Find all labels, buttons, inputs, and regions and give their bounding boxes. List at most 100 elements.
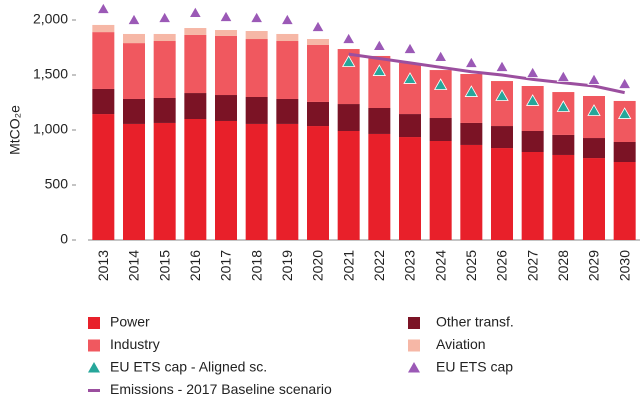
bar-segment [552,154,575,240]
x-tick-label: 2019 [279,250,295,281]
bar-segment [153,97,176,123]
y-tick-label: 1,000 [33,121,68,137]
bar-segment [276,33,299,42]
line [348,52,625,95]
x-tick-label: 2024 [432,250,448,281]
bar-segment [123,98,145,124]
x-tick-label: 2021 [340,250,356,281]
bar-segment [583,96,605,139]
bar-segment [123,33,145,44]
triangle-marker [127,13,141,25]
bar-segment [429,70,452,119]
triangle-marker [219,10,233,22]
bar-segment [184,28,207,35]
triangle-marker [587,73,601,85]
bar-segment [307,39,329,45]
bar-segment [123,43,145,99]
triangle-marker [495,60,509,72]
triangle-marker [525,66,540,78]
bar-segment [583,138,605,159]
x-tick-label: 2020 [310,250,326,281]
x-tick-label: 2026 [494,250,510,281]
bar-segment [399,137,421,240]
bar-segment [215,95,237,121]
bar-segment [307,44,329,102]
legend-swatch [88,339,100,352]
bar-segment [460,144,483,240]
bar-segment [368,55,391,108]
triangle-marker [556,100,571,112]
x-tick-label: 2016 [187,250,203,281]
triangle-marker [495,89,509,101]
legend-marker [88,362,100,373]
triangle-marker [372,39,387,51]
bar-segment [613,162,636,240]
legend-label: EU ETS cap [436,359,513,375]
bar-segment [215,120,237,240]
y-tick-label: 0 [60,231,68,247]
bar-segment [276,41,299,99]
y-tick-label: 500 [45,176,69,192]
triangle-marker [280,13,295,25]
bar-segment [613,100,636,142]
bar-segment [215,35,237,96]
bar-segment [153,122,176,240]
y-tick-label: 1,500 [33,66,68,82]
triangle-marker [403,42,417,54]
y-tick-label: 2,000 [33,11,68,27]
bar-segment [307,101,329,127]
x-tick-label: 2013 [95,250,111,281]
bar-segment [92,24,115,33]
bar-segment [399,63,421,115]
bar-segment [429,141,452,240]
x-tick-label: 2030 [616,250,632,281]
x-tick-label: 2022 [371,250,387,281]
x-tick-label: 2023 [402,250,418,281]
legend-label: Power [110,314,150,330]
bar-segment [184,119,207,240]
x-tick-label: 2027 [524,250,540,281]
bar-segment [368,133,391,240]
x-tick-label: 2018 [248,250,264,281]
bar-segment [460,74,483,123]
bar-segment [276,123,299,240]
bar-segment [153,41,176,98]
bar-segment [521,130,544,152]
bar-segment [276,98,299,124]
x-tick-label: 2028 [555,250,571,281]
triangle-marker [617,77,632,89]
bar-segment [184,34,207,94]
bar-segment [491,148,513,240]
bar-segment [337,104,360,131]
bar-segment [552,134,575,155]
x-tick-label: 2029 [586,250,602,281]
triangle-marker [433,78,448,90]
triangle-marker [188,6,203,18]
triangle-marker [96,2,111,14]
bar-segment [215,30,237,36]
triangle-marker [587,104,601,116]
triangle-marker [464,56,479,68]
bar-segment [92,32,115,89]
triangle-marker [341,32,356,44]
bar-segment [245,123,268,240]
x-tick-label: 2014 [126,250,142,281]
triangle-marker [341,55,356,67]
legend-label: Emissions - 2017 Baseline scenario [110,381,332,397]
bar-segment [184,93,207,119]
bar-segment [491,126,513,149]
bar-segment [552,92,575,135]
y-axis-label: MtCO₂e [7,105,23,155]
x-tick-label: 2015 [156,250,172,281]
legend-swatch [408,339,420,352]
triangle-marker [372,64,387,76]
triangle-marker [403,72,417,84]
bar-segment [123,123,145,240]
bar-segment [245,39,268,97]
x-tick-label: 2017 [218,250,234,281]
bar-segment [307,126,329,240]
legend-label: Aviation [436,336,486,352]
triangle-marker [464,85,479,97]
bar-segment [245,31,268,40]
